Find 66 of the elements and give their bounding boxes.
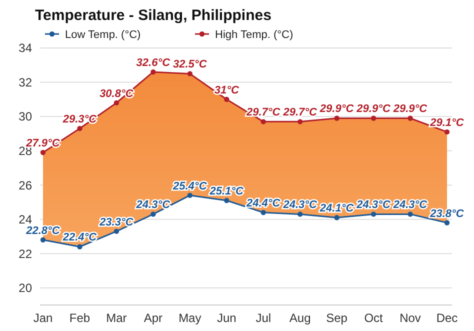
x-tick-label: Apr — [144, 311, 163, 325]
point — [444, 220, 450, 226]
point — [334, 116, 340, 121]
legend-label: High Temp. (°C) — [215, 28, 294, 41]
data-label: 31°C — [214, 84, 240, 96]
y-tick-label: 20 — [18, 281, 32, 296]
point — [187, 192, 193, 198]
point — [408, 116, 413, 121]
point — [260, 119, 266, 124]
point — [114, 100, 120, 106]
data-label: 32.6°C — [136, 56, 172, 69]
data-label: 32.5°C — [173, 58, 208, 71]
point — [370, 212, 376, 217]
data-label: 25.1°C — [208, 185, 245, 198]
data-label: 29.1°C — [429, 116, 465, 129]
data-label: 23.3°C — [98, 216, 134, 228]
data-label: 23.8°C — [429, 208, 465, 220]
y-tick-label: 30 — [18, 110, 32, 124]
data-label: 24.4°C — [245, 197, 282, 210]
x-tick-label: Dec — [436, 311, 458, 325]
x-tick-label: Jul — [256, 311, 272, 325]
x-tick-label: Mar — [106, 311, 127, 325]
point — [408, 212, 413, 217]
data-label: 24.3°C — [356, 199, 392, 212]
point — [224, 198, 230, 204]
point — [40, 150, 46, 156]
y-tick-label: 22 — [18, 246, 32, 261]
point — [297, 212, 303, 217]
point — [334, 215, 340, 220]
data-label: 29.9°C — [318, 103, 355, 116]
data-label: 24.3°C — [282, 199, 318, 212]
chart-title: Temperature - Silang, Philippines — [35, 7, 272, 24]
point — [40, 237, 46, 242]
data-label: 29.9°C — [356, 103, 392, 116]
point — [260, 210, 266, 216]
y-tick-label: 34 — [18, 41, 32, 56]
y-tick-label: 24 — [18, 212, 32, 227]
x-tick-label: Sep — [326, 311, 348, 325]
data-label: 24.3°C — [135, 199, 172, 212]
y-tick-label: 26 — [18, 178, 32, 192]
data-label: 22.8°C — [25, 224, 61, 237]
data-label: 25.4°C — [172, 180, 208, 192]
point — [77, 126, 82, 132]
point — [150, 69, 156, 75]
x-tick-label: Jan — [33, 311, 53, 325]
x-tick-label: Jun — [216, 311, 236, 325]
data-label: 29.7°C — [282, 106, 318, 119]
x-tick-label: Feb — [69, 311, 90, 325]
point — [224, 96, 230, 102]
data-label: 22.4°C — [62, 232, 98, 244]
x-tick-label: Oct — [364, 311, 384, 325]
point — [297, 119, 303, 124]
x-tick-label: Nov — [400, 311, 421, 325]
data-label: 24.1°C — [318, 202, 355, 215]
data-label: 24.3°C — [392, 199, 428, 212]
data-label: 29.9°C — [392, 103, 428, 116]
y-tick-label: 32 — [18, 75, 32, 90]
point — [187, 71, 193, 76]
point — [77, 244, 82, 250]
point — [114, 228, 120, 234]
legend-label: Low Temp. (°C) — [65, 28, 141, 41]
point — [150, 212, 156, 217]
x-tick-label: Aug — [289, 311, 311, 325]
point — [370, 116, 376, 121]
x-tick-label: May — [178, 311, 202, 325]
point — [444, 129, 450, 135]
